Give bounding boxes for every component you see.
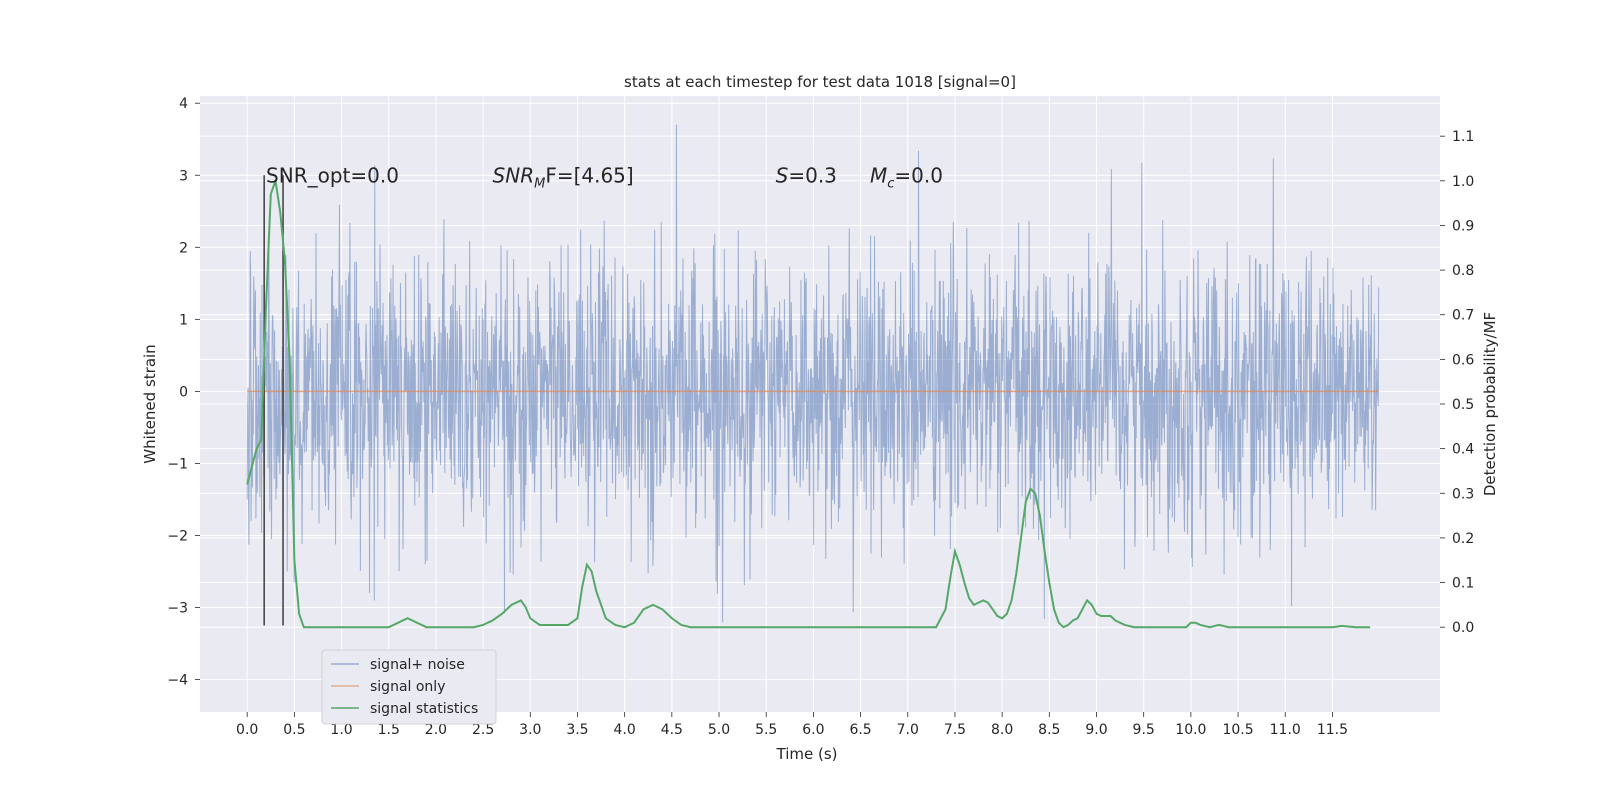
x-tick-label: 4.5 [661, 722, 683, 738]
y-right-tick-label: 0.9 [1452, 218, 1474, 234]
y-right-tick-label: 1.0 [1452, 174, 1474, 190]
y-right-tick-label: 0.5 [1452, 397, 1474, 413]
x-tick-label: 4.0 [614, 722, 636, 738]
y-left-tick-label: 4 [179, 96, 188, 112]
legend-label-signal-statistics: signal statistics [370, 701, 478, 717]
y-left-tick-label: −4 [167, 673, 188, 689]
x-tick-label: 10.0 [1175, 722, 1206, 738]
x-tick-label: 5.5 [755, 722, 777, 738]
x-tick-labels: 0.0 0.5 1.0 1.5 2.0 2.5 3.0 3.5 4.0 4.5 5.0 5.5 6.0 6… [236, 712, 1348, 738]
y-left-tick-label: 2 [179, 240, 188, 256]
annotation-1: SNRMF=[4.65] [493, 163, 634, 191]
annotation-0: SNR_opt=0.0 [266, 163, 399, 187]
x-tick-label: 0.5 [283, 722, 305, 738]
x-tick-label: 2.0 [425, 722, 447, 738]
signal-statistics-series [246, 180, 1371, 629]
annotation-3: Mc=0.0 [870, 163, 943, 191]
y-right-tick-label: 0.1 [1452, 576, 1474, 592]
x-tick-label: 6.5 [849, 722, 871, 738]
x-axis-label: Time (s) [776, 745, 838, 763]
y-right-tick-label: 0.3 [1452, 486, 1474, 502]
y-left-tick-label: −3 [167, 601, 188, 617]
y-right-tick-label: 0.4 [1452, 442, 1474, 458]
signal-noise-series [246, 124, 1380, 623]
y-right-tick-label: 0.7 [1452, 308, 1474, 324]
x-tick-label: 2.5 [472, 722, 494, 738]
x-tick-label: 9.0 [1085, 722, 1107, 738]
signal-noise-line [246, 124, 1380, 623]
y-left-tick-label: −1 [167, 456, 188, 472]
chart-title: stats at each timestep for test data 101… [624, 73, 1016, 91]
x-tick-label: 8.0 [991, 722, 1013, 738]
annotations: SNR_opt=0.0 SNRMF=[4.65] S=0.3 Mc=0.0 [266, 163, 943, 191]
x-tick-label: 11.0 [1270, 722, 1301, 738]
x-tick-label: 3.5 [566, 722, 588, 738]
y-right-tick-label: 0.6 [1452, 352, 1474, 368]
y-left-tick-label: 3 [179, 168, 188, 184]
x-tick-label: 1.0 [330, 722, 352, 738]
x-tick-label: 7.5 [944, 722, 966, 738]
x-tick-label: 0.0 [236, 722, 258, 738]
legend-label-signal-only: signal only [370, 679, 445, 695]
legend: signal+ noise signal only signal statist… [321, 649, 497, 725]
x-tick-label: 3.0 [519, 722, 541, 738]
x-tick-label: 9.5 [1133, 722, 1155, 738]
y-right-axis-label: Detection probability/MF [1481, 312, 1499, 496]
x-tick-label: 7.0 [897, 722, 919, 738]
y-left-tick-label: 1 [179, 312, 188, 328]
y-right-tick-labels: 0.0 0.1 0.2 0.3 0.4 0.5 0.6 0.7 0.8 0.9 1.0 1.1 [1440, 129, 1474, 636]
y-right-tick-label: 0.8 [1452, 263, 1474, 279]
x-tick-label: 1.5 [378, 722, 400, 738]
x-tick-label: 5.0 [708, 722, 730, 738]
x-tick-label: 10.5 [1222, 722, 1253, 738]
x-tick-label: 6.0 [802, 722, 824, 738]
y-right-tick-label: 0.0 [1452, 620, 1474, 636]
legend-label-signal-noise: signal+ noise [370, 657, 465, 673]
x-tick-label: 8.5 [1038, 722, 1060, 738]
y-right-tick-label: 1.1 [1452, 129, 1474, 145]
y-right-tick-label: 0.2 [1452, 531, 1474, 547]
annotation-2: S=0.3 [776, 163, 837, 187]
signal-statistics-line [246, 180, 1371, 629]
y-left-axis-label: Whitened strain [141, 344, 159, 463]
y-left-tick-labels: −4 −3 −2 −1 0 1 2 3 4 [167, 96, 200, 689]
x-tick-label: 11.5 [1317, 722, 1348, 738]
y-left-tick-label: −2 [167, 528, 188, 544]
y-left-tick-label: 0 [179, 384, 188, 400]
legend-box [321, 649, 497, 725]
